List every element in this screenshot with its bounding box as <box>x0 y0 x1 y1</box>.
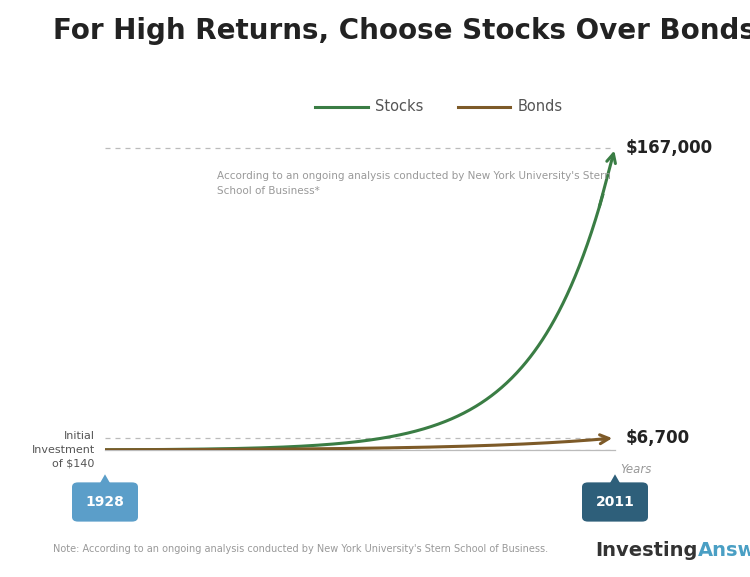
Text: Years: Years <box>620 463 652 476</box>
Text: $167,000: $167,000 <box>626 139 712 157</box>
Text: For High Returns, Choose Stocks Over Bonds: For High Returns, Choose Stocks Over Bon… <box>53 17 750 46</box>
Text: $6,700: $6,700 <box>626 429 689 447</box>
Text: Investing: Investing <box>596 541 698 560</box>
Text: According to an ongoing analysis conducted by New York University's Stern
School: According to an ongoing analysis conduct… <box>217 171 611 196</box>
Text: 1928: 1928 <box>86 495 124 509</box>
Text: Note: According to an ongoing analysis conducted by New York University's Stern : Note: According to an ongoing analysis c… <box>53 544 548 554</box>
Text: Stocks: Stocks <box>375 99 423 114</box>
Text: Bonds: Bonds <box>518 99 562 114</box>
Text: Answers: Answers <box>698 541 750 560</box>
Text: Initial
Investment
of $140: Initial Investment of $140 <box>32 431 94 469</box>
Text: 2011: 2011 <box>596 495 634 509</box>
